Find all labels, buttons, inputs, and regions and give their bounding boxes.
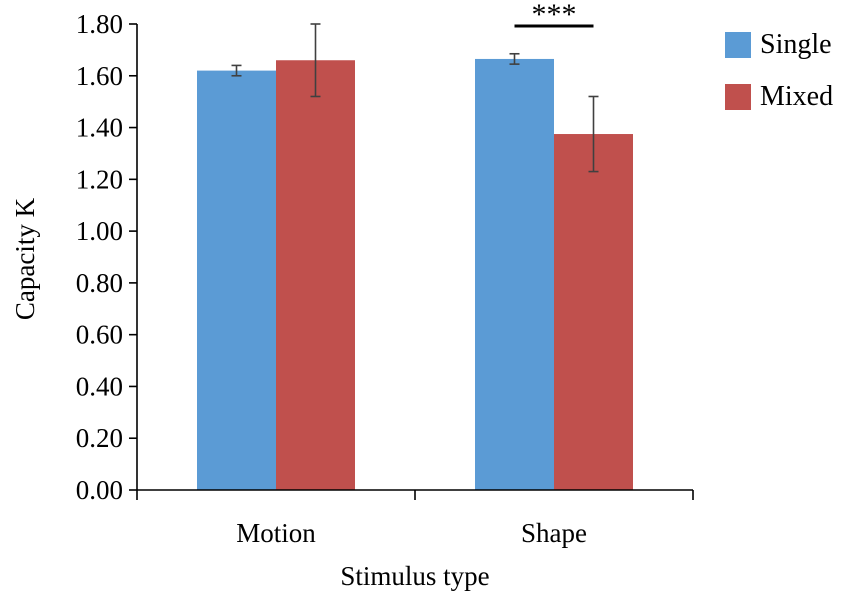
annotations-layer: ***	[514, 0, 594, 31]
y-tick-label: 0.40	[76, 371, 123, 401]
bar-shape-mixed	[554, 134, 633, 490]
legend-label-single: Single	[760, 29, 832, 60]
y-tick-label: 1.20	[76, 164, 123, 194]
bar-motion-mixed	[276, 60, 355, 490]
legend-swatch-mixed	[725, 84, 751, 110]
legend-item-single: Single	[725, 29, 833, 60]
significance-label: ***	[532, 0, 577, 31]
y-tick-label: 0.00	[76, 475, 123, 505]
legend-swatch-single	[725, 32, 751, 58]
x-tick-label-shape: Shape	[521, 518, 587, 548]
bar-shape-single	[475, 58, 554, 490]
error-bars-layer	[231, 23, 599, 173]
y-tick-label: 0.20	[76, 423, 123, 453]
y-tick-label: 1.00	[76, 216, 123, 246]
y-tick-label: 1.40	[76, 113, 123, 143]
y-axis-title: Capacity K	[10, 197, 40, 320]
y-tick-label: 1.60	[76, 61, 123, 91]
axes-layer: 0.00 0.20 0.40 0.60 0.80 1.00 1.20 1.40 1.60 1.80…	[10, 9, 694, 591]
y-tick-label: 0.80	[76, 268, 123, 298]
x-tick-label-motion: Motion	[236, 518, 316, 548]
y-tick-label: 1.80	[76, 9, 123, 39]
y-tick-label: 0.60	[76, 320, 123, 350]
bar-motion-single	[197, 70, 276, 490]
x-axis-title: Stimulus type	[340, 561, 489, 591]
legend-item-mixed: Mixed	[725, 81, 834, 112]
legend: Single Mixed	[725, 29, 834, 134]
legend-label-mixed: Mixed	[760, 81, 834, 112]
bars-layer	[197, 58, 633, 490]
